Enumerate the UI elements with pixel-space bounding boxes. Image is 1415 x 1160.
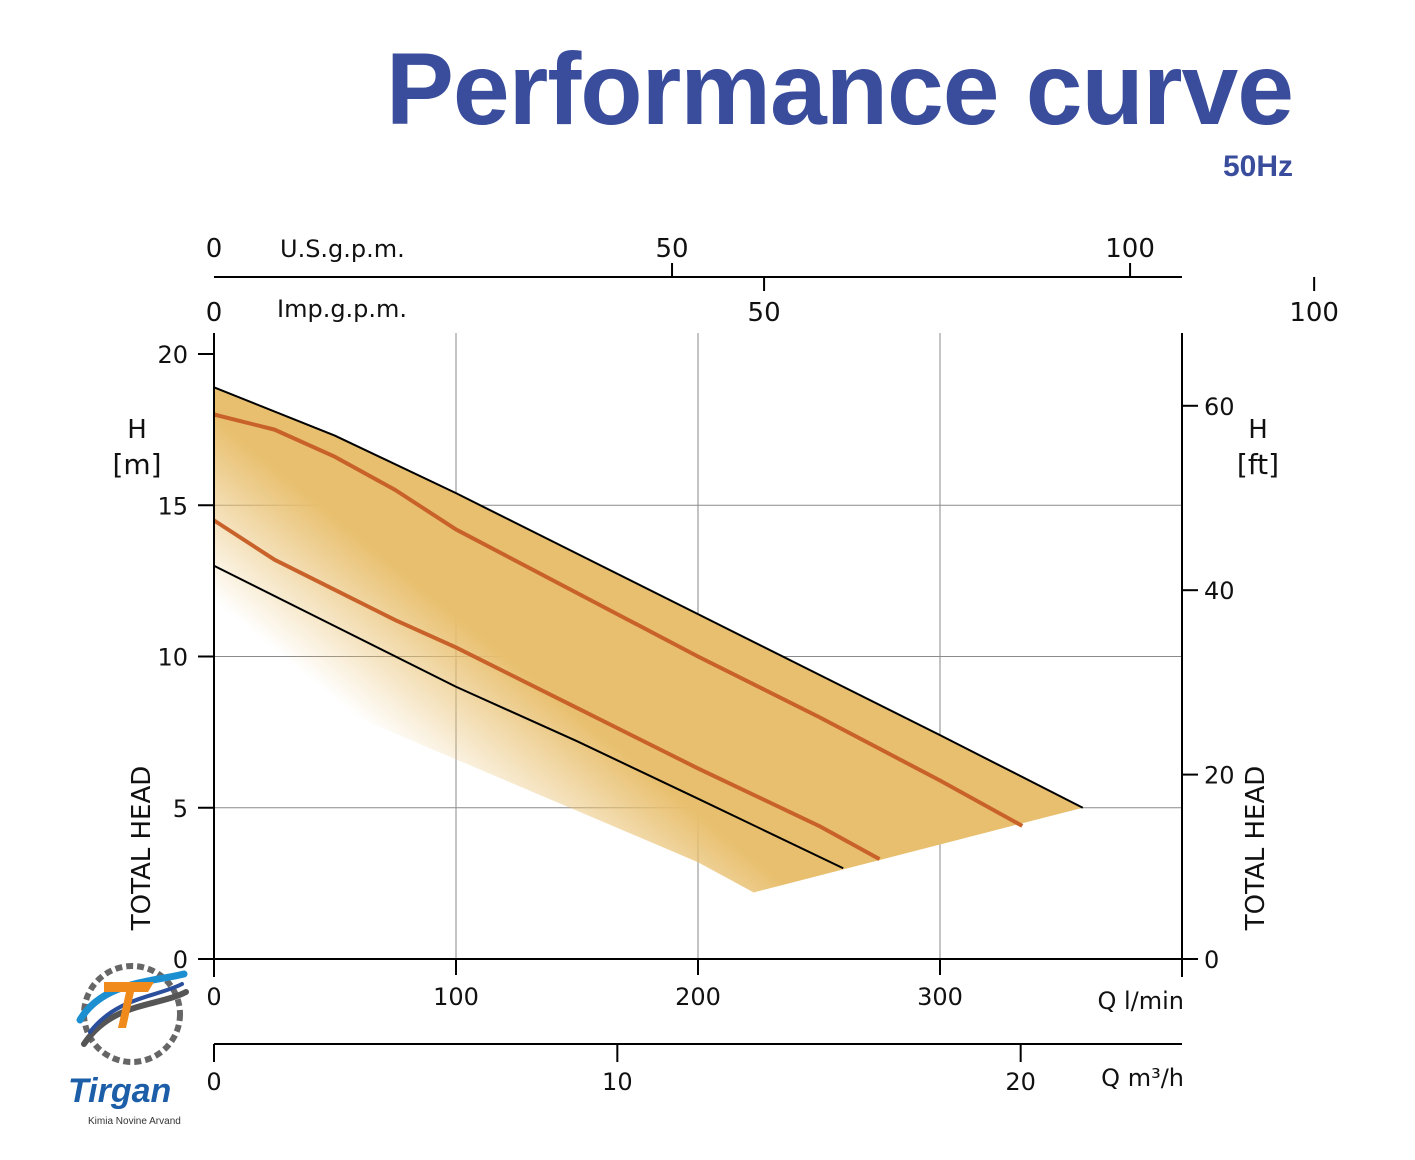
frequency-label: 50Hz <box>1222 150 1293 183</box>
x-tick-label: 200 <box>675 983 721 1011</box>
right-tick-label: 0 <box>1204 946 1219 974</box>
m3h-tick-label: 0 <box>206 1068 221 1096</box>
x-tick-label: 100 <box>433 983 479 1011</box>
series-curve-2 <box>212 518 881 861</box>
x-tick-label: 0 <box>206 983 221 1011</box>
right-unit-bracket: [ft] <box>1237 448 1279 481</box>
left-unit-h: H <box>127 415 147 445</box>
x-tick-label: 300 <box>917 983 963 1011</box>
usgpm-tick-label: 50 <box>655 234 688 264</box>
y-axis-label-left: TOTAL HEAD <box>127 766 157 932</box>
m3h-axis-label: Q m³/h <box>1101 1064 1184 1092</box>
right-unit-h: H <box>1248 415 1268 445</box>
series-curve-1 <box>213 412 1024 828</box>
impgpm-axis-label: Imp.g.p.m. <box>277 295 407 323</box>
x-axis-label: Q l/min <box>1097 987 1184 1015</box>
tirgan-logo-icon <box>76 963 189 1065</box>
series <box>212 386 1084 870</box>
m3h-tick-label: 10 <box>602 1068 633 1096</box>
right-tick-label: 40 <box>1204 577 1235 605</box>
y-tick-label: 0 <box>173 946 188 974</box>
y-tick-label: 20 <box>157 341 188 369</box>
left-unit-bracket: [m] <box>112 448 161 481</box>
usgpm-tick-label: 100 <box>1105 234 1155 264</box>
axes <box>198 263 1316 1062</box>
y-tick-label: 15 <box>157 492 188 520</box>
right-tick-label: 60 <box>1204 393 1235 421</box>
y-tick-label: 10 <box>157 644 188 672</box>
logo-subtitle: Kimia Novine Arvand <box>88 1116 181 1127</box>
y-tick-label: 5 <box>173 795 188 823</box>
upper-limit-curve <box>213 386 1084 809</box>
impgpm-tick-label: 100 <box>1289 298 1339 328</box>
series-curve-3 <box>213 564 844 870</box>
impgpm-tick-label: 50 <box>748 298 781 328</box>
page-title: Performance curve <box>385 32 1294 146</box>
right-tick-label: 20 <box>1204 762 1235 790</box>
y-axis-label-right: TOTAL HEAD <box>1241 766 1271 932</box>
logo-name: Tirgan <box>68 1072 172 1110</box>
usgpm-tick-label: 0 <box>206 234 223 264</box>
usgpm-axis-label: U.S.g.p.m. <box>280 235 405 263</box>
impgpm-tick-label: 0 <box>206 298 223 328</box>
m3h-tick-label: 20 <box>1005 1068 1036 1096</box>
